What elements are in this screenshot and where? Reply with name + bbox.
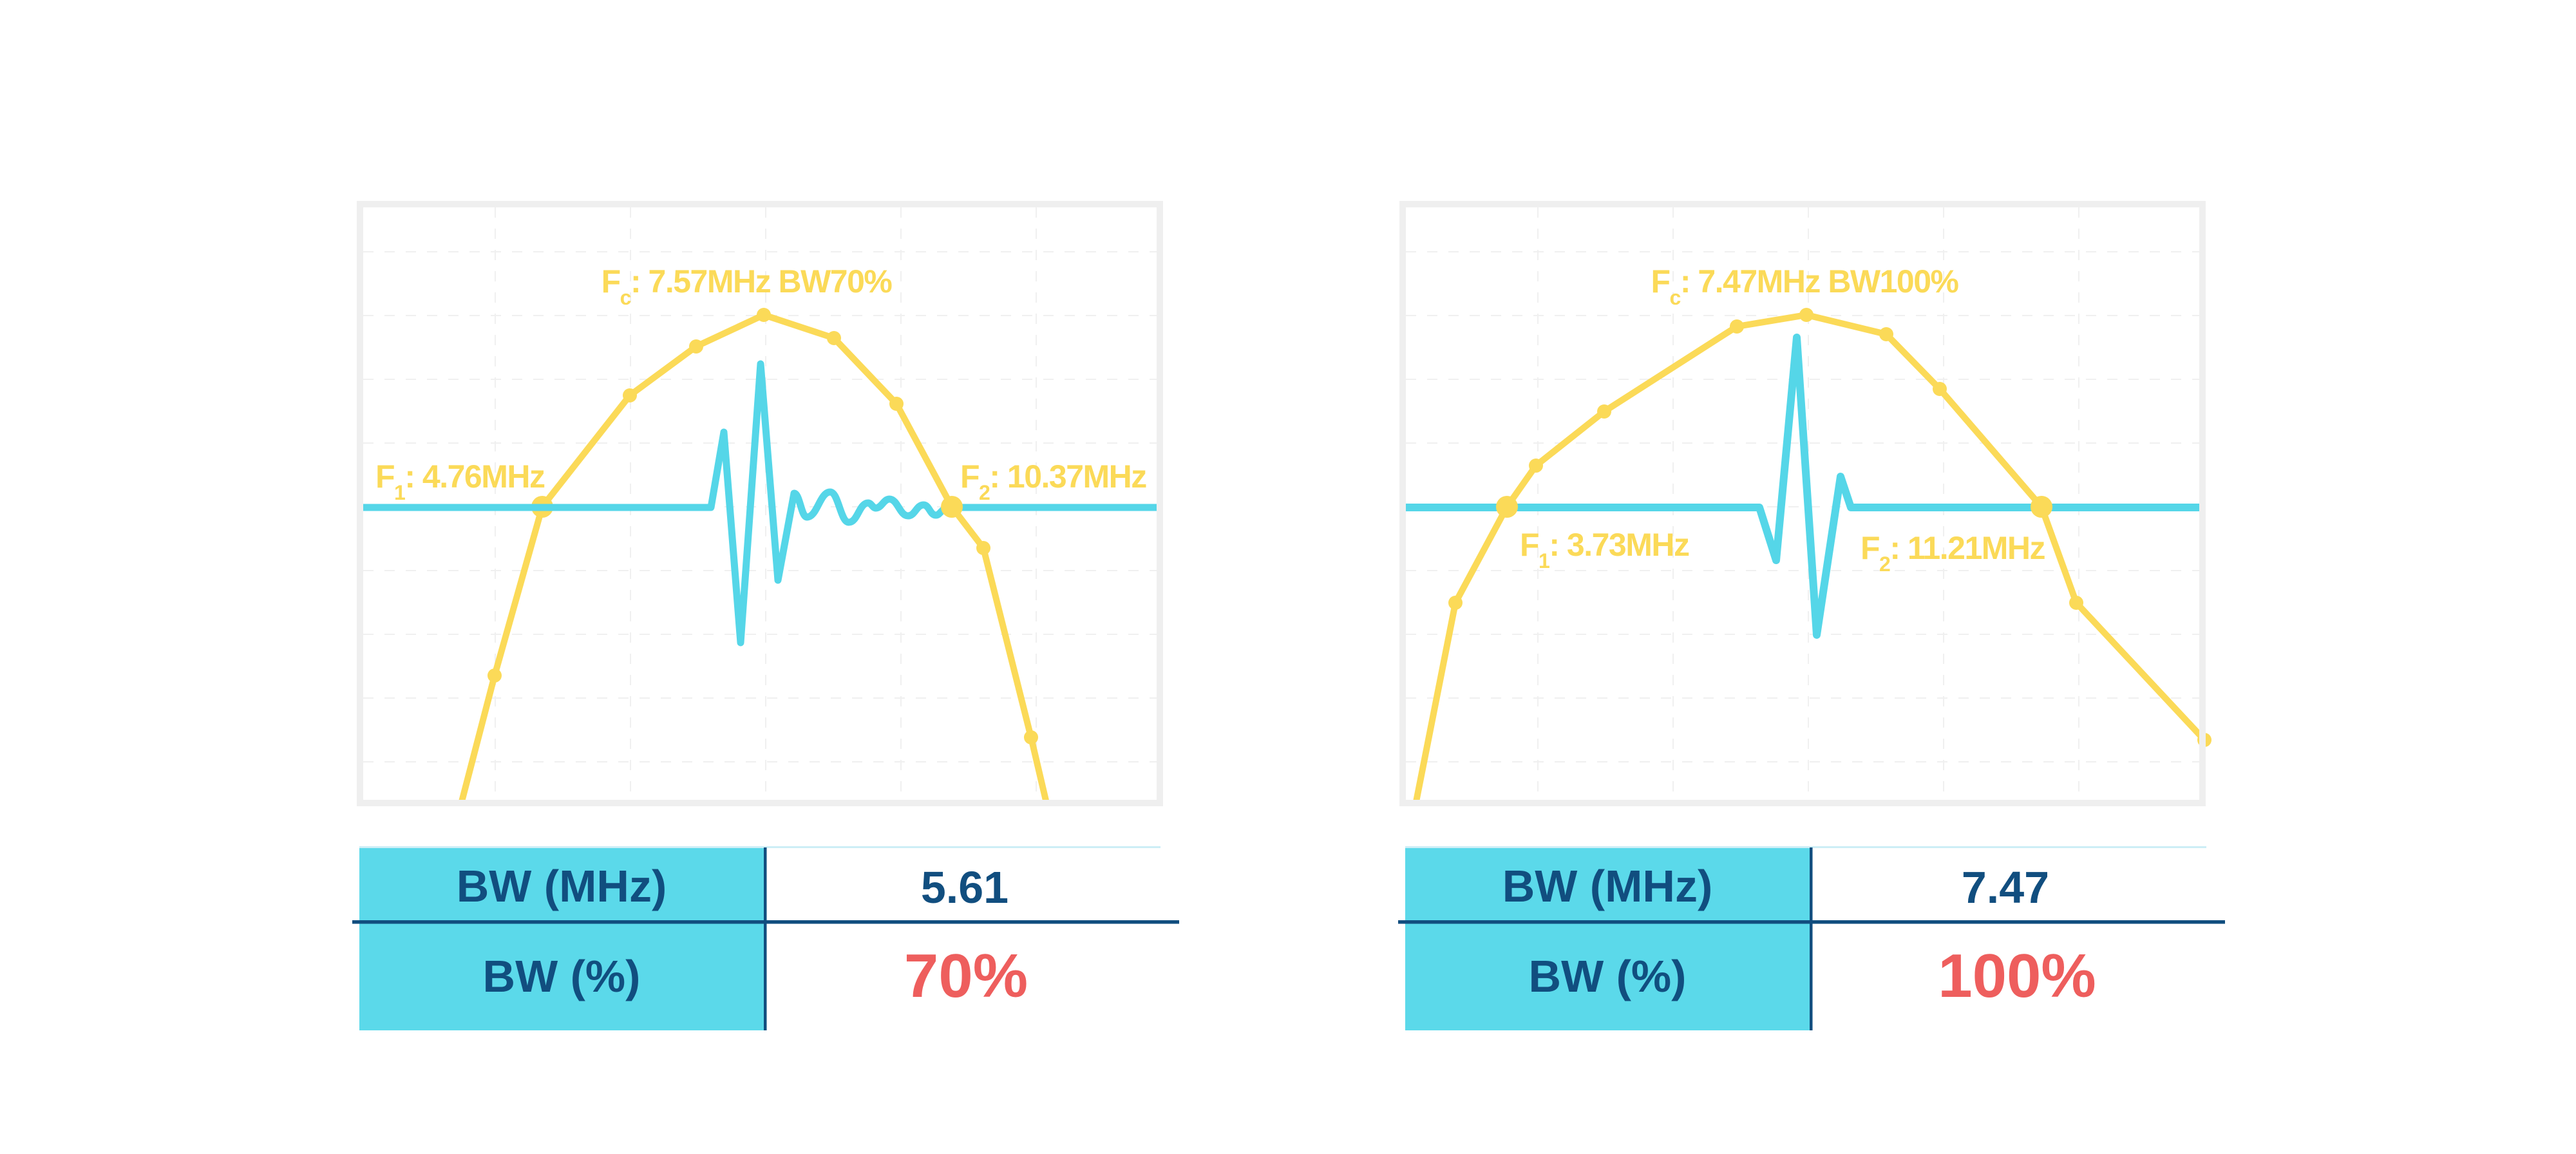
svg-text:BW (MHz): BW (MHz) [1502, 861, 1713, 911]
svg-text:F1: 3.73MHz: F1: 3.73MHz [1520, 527, 1689, 572]
svg-text:F2: 10.37MHz: F2: 10.37MHz [960, 459, 1146, 504]
svg-text:Fc: 7.57MHz BW70%: Fc: 7.57MHz BW70% [601, 263, 893, 309]
svg-text:F2: 11.21MHz: F2: 11.21MHz [1861, 530, 2045, 576]
svg-text:100%: 100% [1938, 941, 2096, 1010]
svg-text:F1: 4.76MHz: F1: 4.76MHz [375, 459, 545, 504]
svg-text:BW (MHz): BW (MHz) [457, 861, 667, 911]
svg-text:BW (%): BW (%) [1529, 951, 1687, 1001]
svg-text:BW (%): BW (%) [483, 951, 641, 1001]
svg-text:5.61: 5.61 [921, 862, 1009, 913]
svg-text:Fc: 7.47MHz BW100%: Fc: 7.47MHz BW100% [1651, 263, 1958, 309]
svg-text:70%: 70% [904, 941, 1028, 1010]
svg-text:7.47: 7.47 [1962, 862, 2049, 913]
